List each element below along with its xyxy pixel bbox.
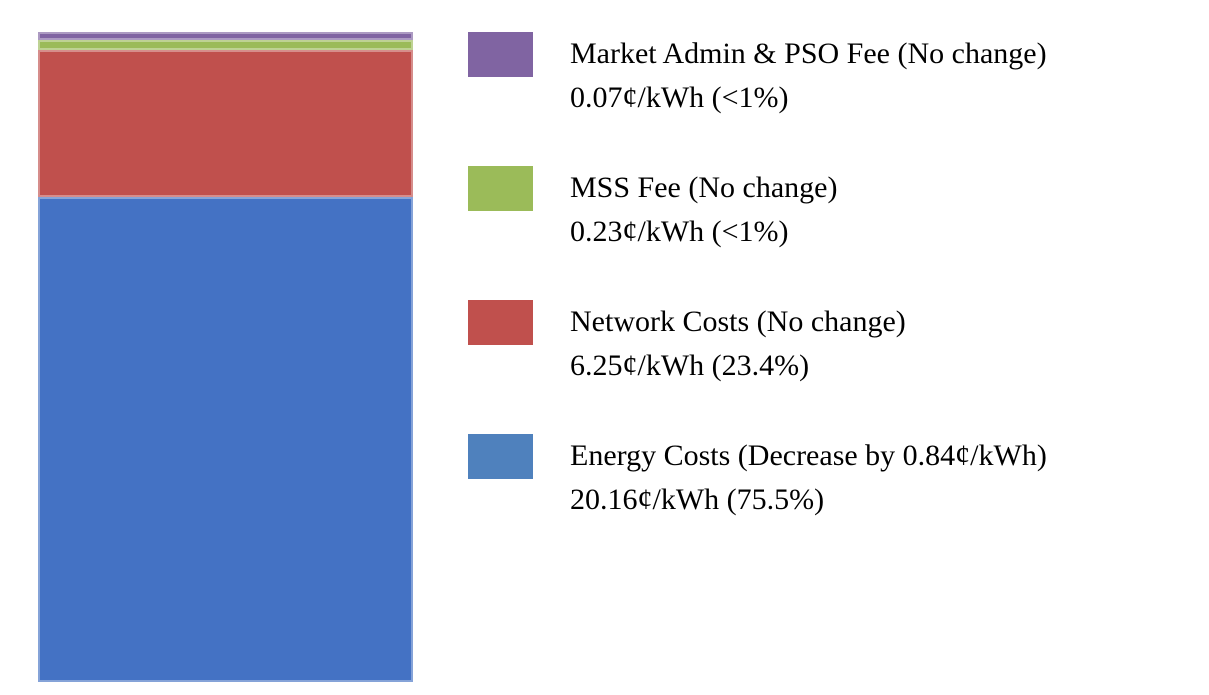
legend-item: Market Admin & PSO Fee (No change) 0.07¢… (468, 32, 1047, 122)
legend-swatch (468, 166, 533, 211)
legend-text: Energy Costs (Decrease by 0.84¢/kWh) 20.… (570, 434, 1047, 522)
legend-swatch (468, 300, 533, 345)
legend-text: Network Costs (No change) 6.25¢/kWh (23.… (570, 300, 906, 388)
legend-label: Energy Costs (Decrease by 0.84¢/kWh) (570, 439, 1047, 472)
bar-segment-network-costs (38, 50, 413, 197)
legend-item: Network Costs (No change) 6.25¢/kWh (23.… (468, 300, 1047, 390)
legend-item: Energy Costs (Decrease by 0.84¢/kWh) 20.… (468, 434, 1047, 524)
legend-value: 6.25¢/kWh (23.4%) (570, 349, 810, 382)
legend-swatch (468, 32, 533, 77)
bar-segment-mss-fee (38, 40, 413, 50)
bar-segment-energy-costs (38, 197, 413, 682)
chart-legend: Market Admin & PSO Fee (No change) 0.07¢… (468, 32, 1047, 568)
legend-text: MSS Fee (No change) 0.23¢/kWh (<1%) (570, 166, 837, 254)
legend-label: Network Costs (No change) (570, 305, 906, 338)
legend-value: 0.07¢/kWh (<1%) (570, 81, 789, 114)
legend-swatch (468, 434, 533, 479)
legend-label: Market Admin & PSO Fee (No change) (570, 37, 1047, 70)
legend-value: 0.23¢/kWh (<1%) (570, 215, 789, 248)
legend-label: MSS Fee (No change) (570, 171, 838, 204)
legend-value: 20.16¢/kWh (75.5%) (570, 483, 825, 516)
bar-segment-market-admin-pso-fee (38, 32, 413, 40)
legend-text: Market Admin & PSO Fee (No change) 0.07¢… (570, 32, 1047, 120)
legend-item: MSS Fee (No change) 0.23¢/kWh (<1%) (468, 166, 1047, 256)
stacked-bar (38, 32, 413, 682)
